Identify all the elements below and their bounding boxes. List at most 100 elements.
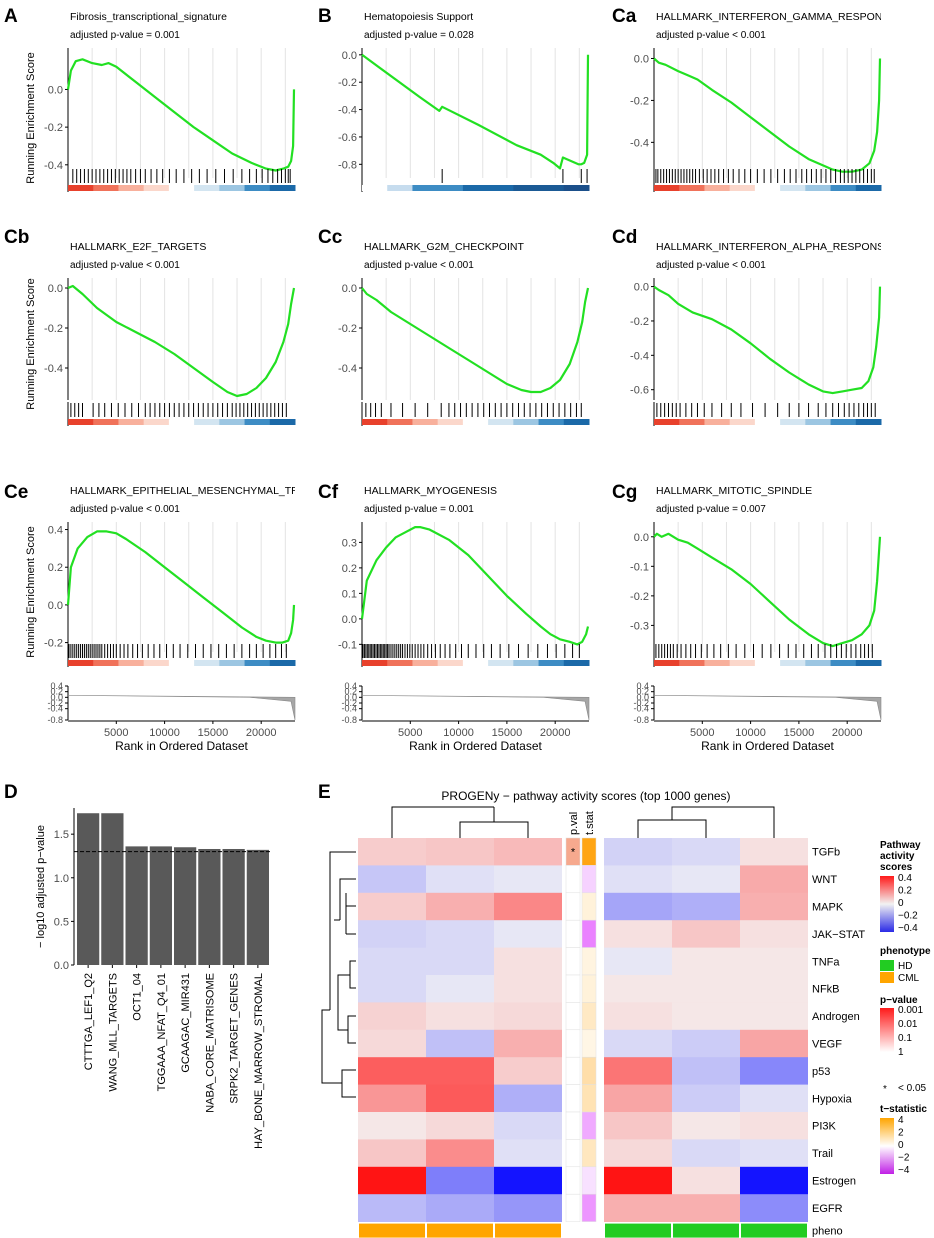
heatmap-cell	[672, 947, 740, 976]
pval-cell	[565, 1193, 581, 1222]
heatmap-cell	[604, 892, 672, 921]
rank-color-segment	[168, 185, 195, 191]
metric-tick-label: 0.0	[50, 692, 63, 702]
heatmap-cell	[358, 1084, 426, 1113]
rank-color-segment	[462, 660, 489, 666]
rank-color-segment	[780, 660, 806, 666]
heatmap-cell	[740, 920, 808, 948]
heatmap-cell	[740, 1084, 808, 1113]
y-tick-label: 1.0	[54, 873, 69, 885]
panel-subtitle: adjusted p-value = 0.001	[364, 504, 474, 515]
rank-color-segment	[194, 660, 220, 666]
heatmap-cell	[426, 838, 494, 866]
panel-label: Ca	[612, 6, 637, 27]
metric-tick-label: 0.0	[636, 692, 649, 702]
bar	[222, 848, 245, 965]
column-dendrogram	[391, 806, 529, 838]
bar	[125, 846, 148, 965]
heatmap-cell	[672, 1112, 740, 1140]
y-axis-label: Running Enrichment Score	[25, 526, 37, 657]
title-group: HALLMARK_E2F_TARGETS	[70, 241, 206, 253]
legend-title: Pathway	[880, 840, 921, 851]
x-tick-label: 20000	[246, 727, 277, 739]
rank-color-segment	[654, 660, 680, 666]
heatmap-cell	[672, 865, 740, 894]
heatmap-cell	[740, 1112, 808, 1140]
rank-color-segment	[679, 660, 705, 666]
row-label: Androgen	[812, 1011, 860, 1023]
y-tick-label: -0.2	[44, 638, 63, 650]
row-label: JAK−STAT	[812, 929, 865, 941]
rank-color-segment	[679, 185, 705, 191]
rank-color-segment	[563, 419, 590, 425]
rank-color-segment	[855, 660, 882, 666]
rank-color-segment	[93, 185, 119, 191]
tstat-cell	[581, 947, 597, 976]
rank-color-segment	[805, 185, 832, 191]
rank-color-segment	[168, 419, 195, 425]
heatmap-cell	[740, 838, 808, 866]
panel-title: Hematopoiesis Support	[364, 11, 473, 23]
y-tick-label: 0.1	[342, 588, 357, 600]
tstat-cell	[581, 1029, 597, 1058]
heatmap-cell	[604, 1084, 672, 1113]
title-group: HALLMARK_EPITHELIAL_MESENCHYMAL_TRANSITI…	[70, 485, 295, 497]
heatmap-cell	[740, 1002, 808, 1031]
heatmap-cell	[358, 1002, 426, 1031]
pval-cell	[565, 919, 581, 948]
rank-color-segment	[219, 419, 246, 425]
pval-cell	[565, 1029, 581, 1058]
rank-color-segment	[362, 419, 388, 425]
rank-color-segment	[855, 419, 882, 425]
enrichment-line	[361, 53, 590, 170]
heatmap-cell	[494, 1002, 562, 1031]
heatmap-cell	[358, 838, 426, 866]
y-tick-label: -0.2	[630, 591, 649, 603]
title-group: HALLMARK_MYOGENESIS	[364, 485, 497, 497]
metric-tick-label: 0.4	[50, 681, 63, 691]
pheno-cell	[359, 1223, 425, 1238]
heatmap-cell	[494, 1029, 562, 1058]
y-tick-label: -0.6	[630, 385, 649, 397]
y-tick-label: 0.0	[342, 50, 357, 62]
rank-color-segment	[488, 185, 514, 191]
legend-gradient	[880, 876, 894, 932]
rank-color-segment	[563, 185, 590, 191]
rank-color-segment	[387, 419, 413, 425]
title-group: HALLMARK_INTERFERON_ALPHA_RESPONSE	[656, 241, 881, 253]
pval-cell	[565, 1084, 581, 1113]
row-label: WNT	[812, 874, 837, 886]
heatmap-cell	[740, 1057, 808, 1085]
y-tick-label: 0.4	[48, 525, 63, 537]
row-label: p53	[812, 1066, 830, 1078]
tstat-cell	[581, 1111, 597, 1140]
rank-color-segment	[362, 660, 388, 666]
enrichment-line	[66, 530, 296, 644]
y-tick-label: -0.1	[630, 561, 649, 573]
y-tick-label: -0.8	[338, 159, 357, 171]
rank-color-segment	[118, 419, 145, 425]
heatmap-cell	[358, 1139, 426, 1168]
heatmap-cell	[494, 975, 562, 1003]
metric-tick-label: -0.2	[47, 698, 63, 708]
legend-title: activity	[880, 851, 915, 862]
y-tick-label: -0.4	[630, 137, 649, 149]
rank-color-segment	[462, 185, 489, 191]
panel-label: A	[4, 6, 18, 27]
y-tick-label: 0.0	[342, 283, 357, 295]
panel-subtitle: adjusted p-value = 0.001	[70, 30, 180, 41]
pval-cell	[565, 892, 581, 921]
gsea-panel-ce: Ce HALLMARK_EPITHELIAL_MESENCHYMAL_TRANSI…	[4, 482, 296, 753]
panel-title: HALLMARK_G2M_CHECKPOINT	[364, 241, 524, 253]
title-group: HALLMARK_INTERFERON_GAMMA_RESPONSE	[656, 11, 881, 23]
rank-color-segment	[488, 419, 514, 425]
y-tick-label: -0.4	[44, 363, 63, 375]
y-axis-label: Running Enrichment Score	[25, 278, 37, 409]
metric-area	[653, 695, 882, 721]
x-tick-label: HAY_BONE_MARROW_STROMAL	[253, 973, 265, 1149]
rank-color-segment	[68, 660, 94, 666]
pheno-cell	[605, 1223, 671, 1238]
panel-label: Cf	[318, 482, 339, 503]
rank-color-segment	[219, 660, 246, 666]
row-label: EGFR	[812, 1203, 843, 1215]
